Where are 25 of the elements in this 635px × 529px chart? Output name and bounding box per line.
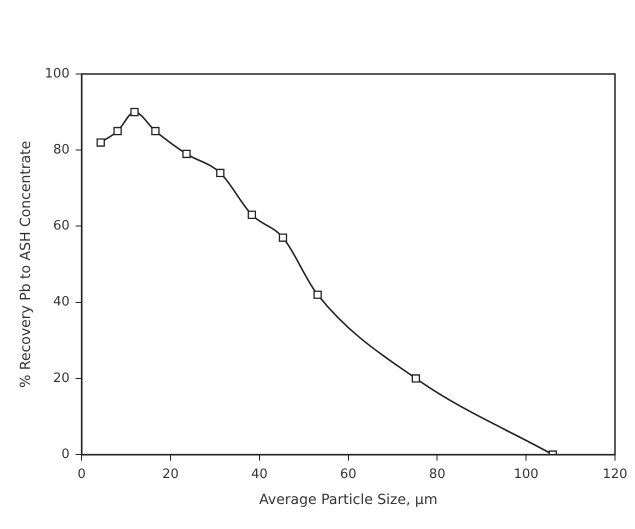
x-tick-label: 20: [162, 466, 179, 482]
y-tick-label: 100: [44, 66, 70, 82]
x-tick-label: 100: [514, 466, 539, 482]
point: [412, 374, 420, 383]
point: [278, 233, 288, 242]
point: [96, 138, 105, 147]
point: [216, 168, 224, 178]
y-tick-label: 40: [53, 294, 70, 310]
y-axis-title: % Recovery Pb to ASH Concentrate: [18, 140, 34, 388]
point: [248, 210, 256, 220]
point: [151, 126, 160, 136]
point: [313, 290, 322, 299]
point: [182, 150, 191, 158]
x-tick-label: 60: [340, 466, 357, 482]
x-tick-label: 40: [251, 466, 268, 482]
x-tick-label: 120: [602, 466, 628, 482]
x-tick-label: 80: [428, 466, 446, 482]
y-tick-label: 20: [53, 370, 70, 386]
x-axis-title: Average Particle Size, μm: [259, 492, 438, 508]
point: [113, 126, 122, 136]
y-tick-label: 60: [53, 218, 70, 234]
y-tick-label: 0: [61, 446, 70, 462]
point: [130, 108, 139, 116]
x-tick-label: 0: [77, 466, 86, 482]
y-tick-label: 80: [53, 142, 70, 158]
